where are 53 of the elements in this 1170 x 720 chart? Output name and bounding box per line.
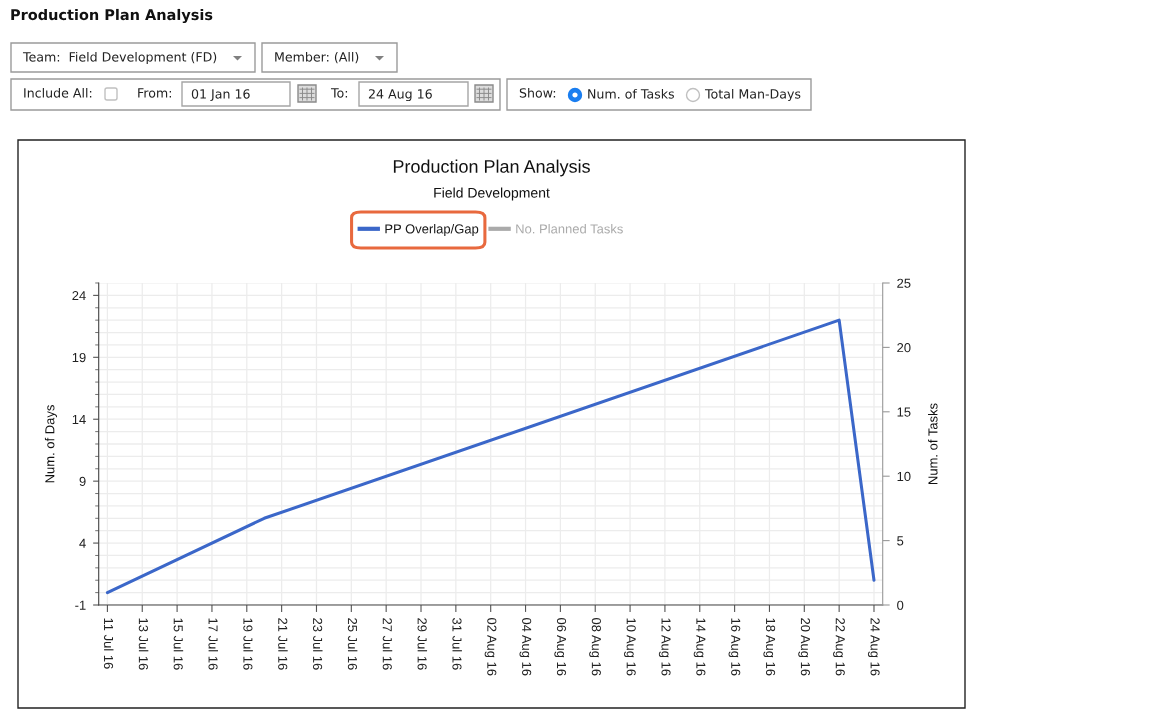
x-tick-label: 31 Jul 16 [452,618,462,670]
x-tick-label: 22 Aug 16 [833,618,845,676]
x-tick-label: 14 Aug 16 [693,618,706,676]
y2-tick-label: 5 [897,536,904,546]
y-tick-label: 4 [79,538,86,548]
x-tick-label: 12 Aug 16 [658,618,671,676]
y-tick-label: 14 [72,415,86,424]
text: Include All: [24,87,92,98]
text: Member: (All) [275,51,359,64]
x-tick-label: 25 Jul 16 [347,618,358,670]
text: 01 Jan 16 [191,89,250,101]
x-tick-label: 02 Aug 16 [484,618,497,676]
text: Production Plan Analysis [11,8,213,24]
x-tick-label: 24 Aug 16 [867,618,880,676]
y2-tick-label: 15 [897,407,911,417]
x-tick-label: 13 Jul 16 [138,618,149,670]
x-tick-label: 18 Aug 16 [763,618,776,676]
text: Show: [519,87,556,98]
x-tick-label: 15 Jul 16 [173,618,184,670]
text: Num. of Tasks [588,88,674,99]
text: To: [330,88,348,98]
y2-axis-title: Num. of Tasks [928,403,938,484]
text: Team: Field Development (FD) [22,51,217,65]
y2-tick-label: 25 [897,278,911,288]
y-tick-label: 9 [79,476,86,486]
x-tick-label: 10 Aug 16 [624,618,636,676]
x-tick-label: 17 Jul 16 [208,618,218,670]
y2-tick-label: 0 [897,600,904,610]
x-tick-label: 08 Aug 16 [589,618,601,676]
y-tick-label: 19 [72,352,86,363]
x-tick-label: 29 Jul 16 [417,618,428,670]
text: 24 Aug 16 [368,89,432,102]
x-tick-label: 21 Jul 16 [278,618,288,670]
x-tick-label: 20 Aug 16 [798,618,811,676]
line-series [105,318,876,595]
x-tick-label: 23 Jul 16 [312,618,323,670]
y-axis-title: Num. of Days [44,405,57,483]
x-tick-label: 06 Aug 16 [554,618,567,676]
x-tick-label: 27 Jul 16 [382,618,393,670]
text: From: [138,88,171,98]
y-tick-label: -1 [75,600,86,610]
y2-tick-label: 20 [897,343,911,353]
legend-label: No. Planned Tasks [516,223,623,234]
x-tick-label: 19 Jul 16 [243,618,253,670]
y2-tick-label: 10 [897,471,911,482]
legend-label: PP Overlap/Gap [385,223,479,237]
y-tick-label: 24 [72,291,86,301]
chart-title: Production Plan Analysis [393,159,590,177]
x-tick-label: 04 Aug 16 [519,618,532,676]
x-tick-label: 11 Jul 16 [103,618,114,669]
chart-subtitle: Field Development [434,187,550,201]
x-tick-label: 16 Aug 16 [728,618,741,676]
text: Total Man-Days [704,88,801,102]
